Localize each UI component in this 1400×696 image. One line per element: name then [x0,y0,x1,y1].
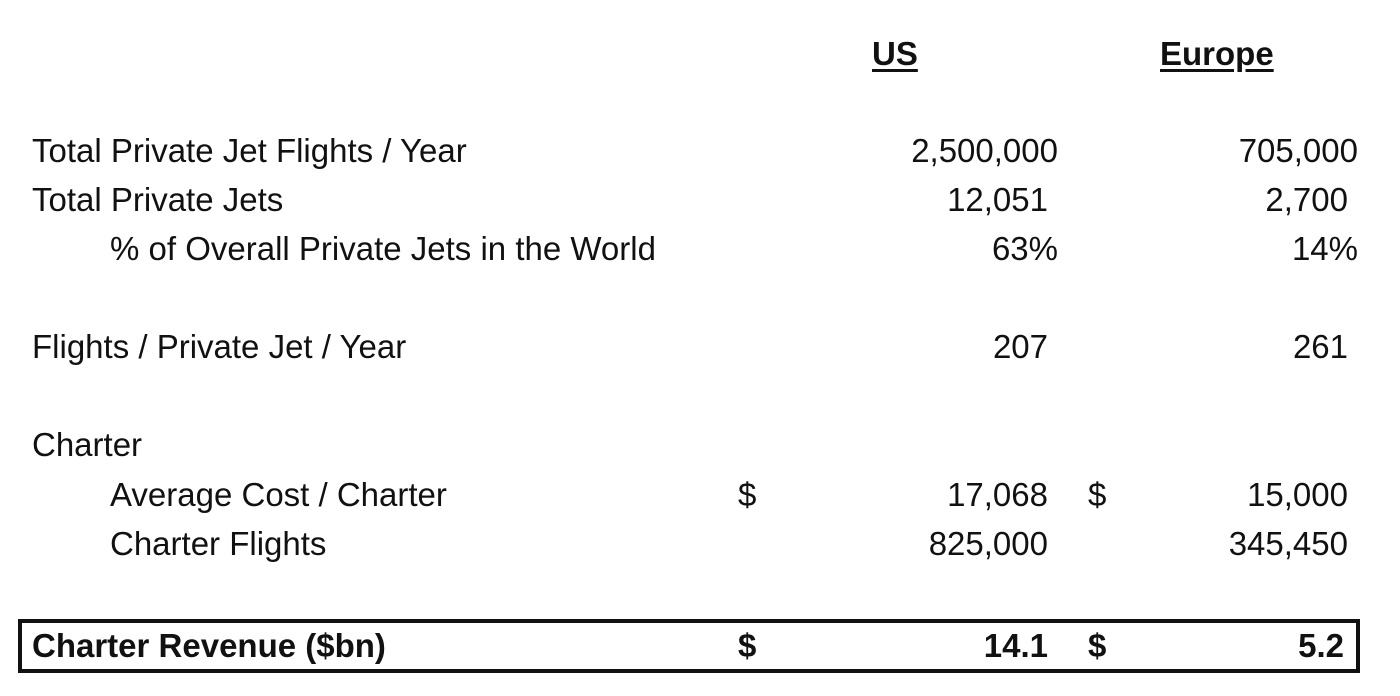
pct-world-us-value: 63% [991,230,1058,267]
row-label-charter-flights: Charter Flights [110,525,327,562]
row-label-pct-world: % of Overall Private Jets in the World [110,230,656,267]
column-header-europe: Europe [1160,35,1274,72]
row-label-avg-cost: Average Cost / Charter [110,476,447,513]
charter-flights-europe-value: 345,450 [1228,525,1348,562]
charter-revenue-us-value: 14.1 [983,627,1048,664]
pct-world-europe-value: 14% [1291,230,1358,267]
avg-cost-us-currency: $ [738,476,757,513]
flights-per-jet-europe-value: 261 [1292,328,1348,365]
avg-cost-europe-value: 15,000 [1247,476,1348,513]
row-label-flights-per-jet: Flights / Private Jet / Year [32,328,407,365]
charter-revenue-total-box [18,619,1360,673]
avg-cost-europe-currency: $ [1088,476,1107,513]
flights-per-jet-us-value: 207 [992,328,1048,365]
section-label-charter: Charter [32,426,143,463]
row-label-charter-revenue: Charter Revenue ($bn) [32,627,386,664]
total-jets-europe-value: 2,700 [1265,181,1348,218]
total-jets-us-value: 12,051 [947,181,1048,218]
charter-revenue-europe-currency: $ [1088,627,1107,664]
total-flights-us-value: 2,500,000 [911,132,1058,169]
charter-flights-us-value: 825,000 [928,525,1048,562]
avg-cost-us-value: 17,068 [947,476,1048,513]
row-label-total-flights: Total Private Jet Flights / Year [32,132,467,169]
total-flights-europe-value: 705,000 [1238,132,1358,169]
charter-revenue-us-currency: $ [738,627,757,664]
row-label-total-jets: Total Private Jets [32,181,284,218]
charter-revenue-europe-value: 5.2 [1298,627,1344,664]
column-header-us: US [872,35,918,72]
